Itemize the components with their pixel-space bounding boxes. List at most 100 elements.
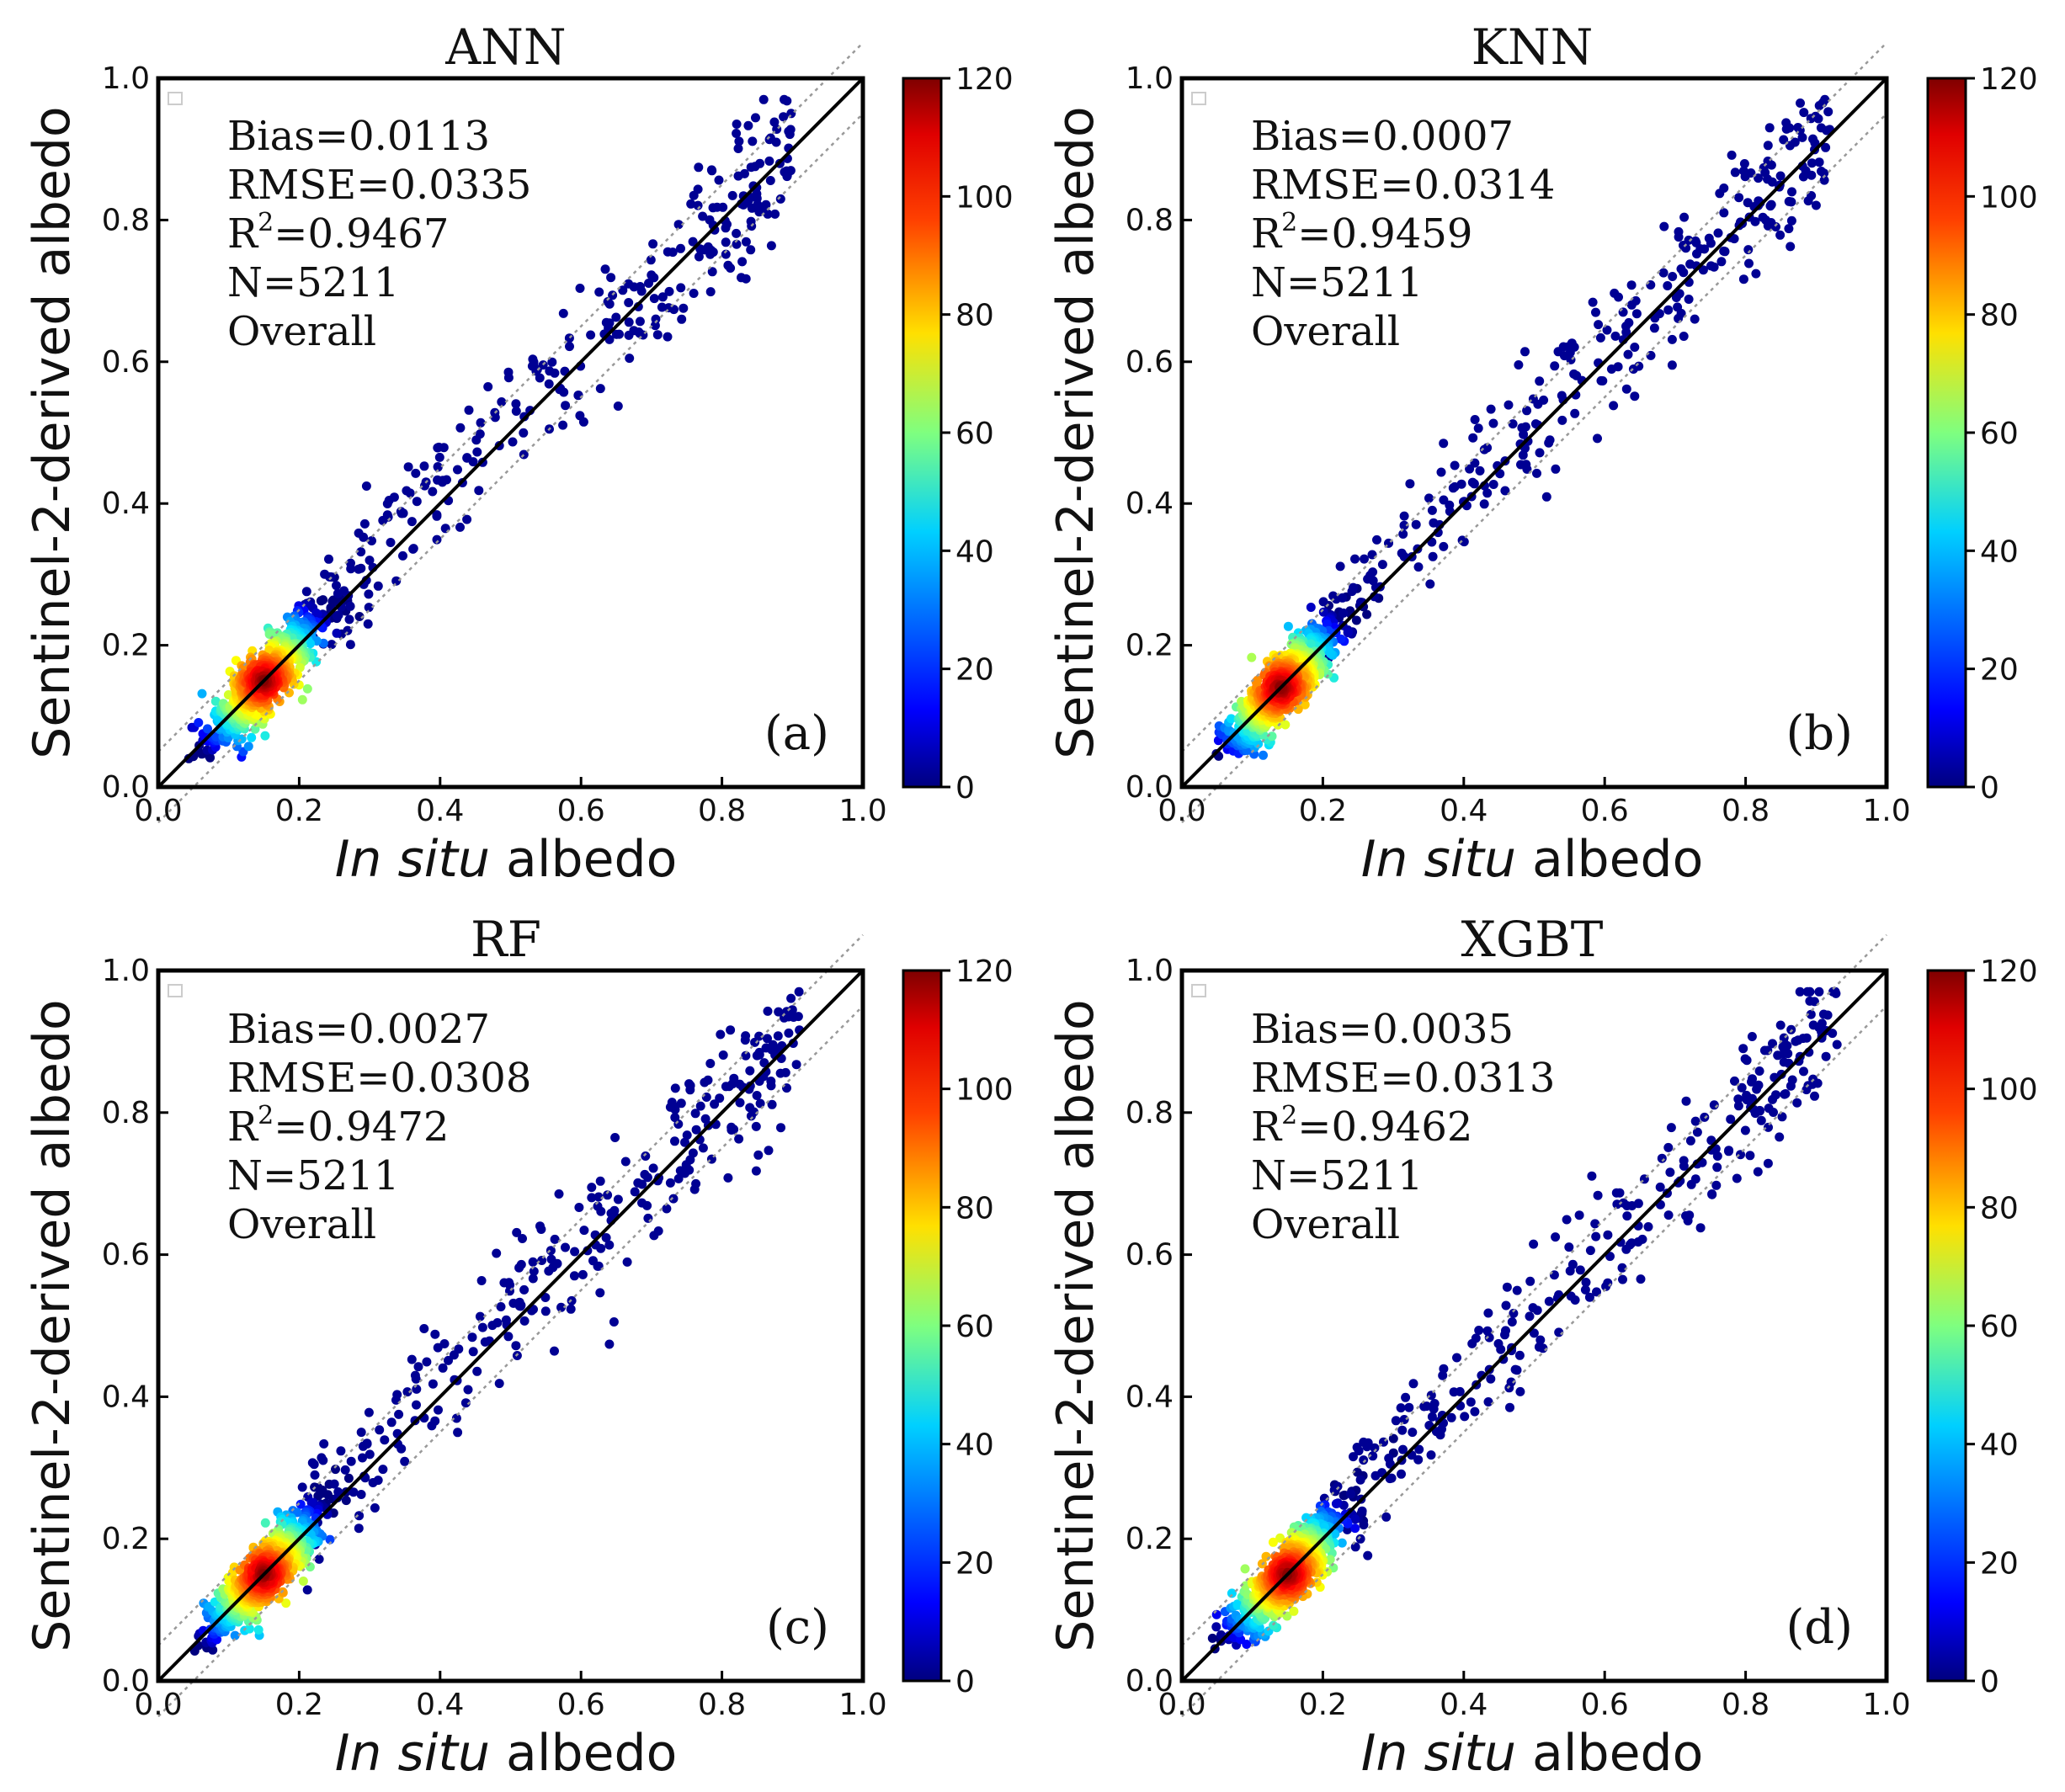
- data-point: [433, 462, 443, 471]
- x-ticks: 0.0 0.2 0.4 0.6 0.8 1.0: [1158, 1671, 1911, 1722]
- data-point: [624, 279, 633, 289]
- data-point: [1283, 621, 1293, 631]
- data-point: [775, 194, 785, 204]
- data-point: [689, 289, 699, 298]
- x-tick-label: 0.4: [1440, 1688, 1488, 1722]
- data-point: [745, 1103, 755, 1113]
- bias-text: Bias=0.0027: [227, 1006, 490, 1053]
- data-point: [665, 1178, 675, 1188]
- data-point: [1614, 292, 1623, 302]
- x-axis-label-italic: In situ: [1361, 830, 1516, 889]
- colorbar-tick-label: 80: [1980, 299, 2019, 333]
- data-point: [389, 492, 399, 503]
- data-point: [766, 1077, 776, 1086]
- panel-ann: ANN Bias=0.0113 RMSE=0.0335 R2=0.9467 N=…: [23, 19, 1014, 889]
- data-point: [1429, 1399, 1440, 1408]
- data-point: [726, 1025, 736, 1035]
- data-point: [596, 1243, 606, 1253]
- y-tick-label: 1.0: [1126, 61, 1174, 96]
- data-point: [1486, 404, 1496, 414]
- data-point: [1413, 1454, 1424, 1465]
- data-point: [210, 696, 221, 706]
- stats-block: Bias=0.0113 RMSE=0.0335 R2=0.9467 N=5211…: [227, 113, 531, 355]
- data-point: [511, 407, 521, 416]
- n-text: N=5211: [227, 1152, 399, 1199]
- data-point: [1570, 408, 1580, 418]
- data-point: [1500, 486, 1510, 496]
- data-point: [1532, 468, 1541, 478]
- data-point: [676, 243, 685, 253]
- data-point: [1814, 157, 1824, 168]
- data-point: [1738, 1044, 1748, 1054]
- data-point: [604, 1339, 615, 1349]
- data-point: [1479, 499, 1489, 509]
- data-point: [635, 328, 645, 338]
- data-point: [1452, 1353, 1461, 1363]
- data-point: [247, 732, 257, 742]
- data-point: [1580, 1284, 1590, 1295]
- data-point: [610, 1133, 620, 1142]
- group-text: Overall: [1251, 1201, 1400, 1248]
- data-point: [620, 1157, 631, 1167]
- data-point: [1726, 1114, 1736, 1125]
- data-point: [1514, 360, 1524, 370]
- colorbar-tick-label: 100: [1980, 1073, 2038, 1108]
- plot-frame: [1179, 968, 1889, 1683]
- data-point: [1520, 347, 1530, 357]
- x-tick-label: 0.6: [1581, 1688, 1629, 1722]
- data-point: [1306, 603, 1316, 612]
- data-point: [688, 237, 698, 247]
- x-axis-label: In situ albedo: [335, 830, 678, 889]
- data-point: [786, 109, 796, 119]
- data-point: [359, 518, 370, 529]
- data-point: [1737, 1082, 1747, 1093]
- data-point: [556, 1302, 566, 1312]
- data-point: [1362, 609, 1372, 619]
- data-point: [748, 136, 758, 146]
- colorbar-tick-label: 120: [1980, 62, 2038, 97]
- r2-prefix: R: [1251, 1103, 1283, 1151]
- data-point: [1603, 1230, 1613, 1240]
- data-point: [1610, 331, 1621, 341]
- data-point: [512, 1227, 522, 1237]
- data-point: [208, 1645, 218, 1655]
- data-point: [763, 209, 773, 219]
- data-point: [1483, 1397, 1493, 1406]
- data-point: [535, 373, 545, 383]
- data-point: [1428, 551, 1438, 561]
- data-point: [1779, 1057, 1789, 1067]
- data-point: [601, 1233, 611, 1242]
- data-point: [751, 1166, 761, 1176]
- data-point: [686, 199, 696, 209]
- data-point: [1786, 197, 1796, 207]
- data-point: [1591, 1231, 1601, 1242]
- data-point: [1595, 332, 1605, 343]
- data-point: [1525, 1276, 1535, 1286]
- data-point: [1386, 1473, 1397, 1483]
- colorbar-tick-label: 0: [1980, 1665, 1999, 1699]
- legend-handle: [168, 984, 183, 997]
- x-ticks: 0.0 0.2 0.4 0.6 0.8 1.0: [134, 1671, 887, 1722]
- data-point: [394, 1409, 404, 1419]
- data-point: [1820, 94, 1830, 104]
- data-point: [422, 1357, 432, 1367]
- data-point: [1793, 123, 1803, 132]
- data-point: [1474, 1326, 1484, 1335]
- data-point: [358, 1441, 368, 1451]
- data-point: [1659, 221, 1669, 231]
- data-point: [1512, 1285, 1522, 1295]
- data-point: [407, 517, 417, 527]
- data-point: [1781, 124, 1791, 134]
- x-tick-label: 1.0: [838, 794, 886, 828]
- data-point: [474, 486, 484, 496]
- data-point: [341, 1496, 351, 1506]
- data-point: [1734, 193, 1744, 203]
- colorbar-tick-label: 60: [955, 417, 994, 451]
- data-point: [1551, 1232, 1561, 1242]
- x-tick-label: 0.6: [557, 1688, 605, 1722]
- data-point: [1709, 262, 1719, 272]
- data-point: [1363, 1550, 1373, 1561]
- data-point: [595, 1288, 605, 1298]
- data-point: [716, 1029, 726, 1040]
- data-point: [1581, 1278, 1591, 1287]
